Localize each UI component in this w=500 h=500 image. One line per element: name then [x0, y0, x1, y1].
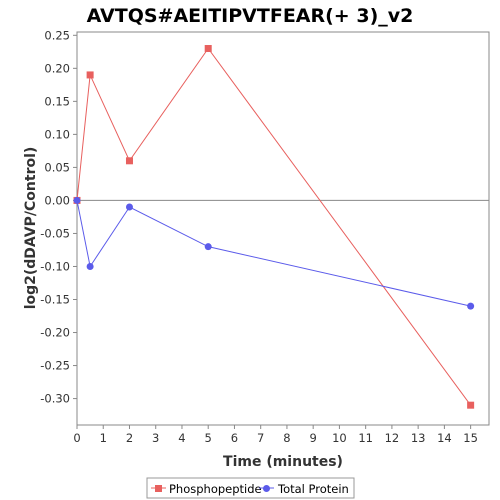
- x-axis: 0 1 2 3 4 5 6 7 8 9 10 11 12 13 14 15: [73, 425, 478, 445]
- x-tick-label: 0: [73, 431, 80, 445]
- y-tick-label: -0.10: [40, 259, 70, 273]
- data-point: [204, 243, 212, 251]
- x-tick-label: 10: [332, 431, 347, 445]
- x-tick-label: 7: [257, 431, 264, 445]
- data-point: [86, 71, 94, 79]
- x-axis-label: Time (minutes): [223, 454, 343, 470]
- data-point: [467, 302, 475, 310]
- series-layer: [73, 45, 475, 409]
- x-tick-label: 6: [231, 431, 238, 445]
- legend-marker-phospho: [155, 485, 162, 492]
- y-tick-label: -0.30: [40, 392, 70, 406]
- data-point: [73, 196, 81, 204]
- y-tick-label: 0.20: [44, 61, 70, 75]
- y-tick-label: 0.00: [44, 193, 70, 207]
- x-tick-label: 2: [126, 431, 133, 445]
- y-tick-label: -0.25: [40, 359, 70, 373]
- legend-box: [146, 477, 355, 499]
- y-tick-label: -0.20: [40, 326, 70, 340]
- y-axis-label: log2(dDAVP/Control): [23, 147, 39, 310]
- x-tick-label: 5: [205, 431, 212, 445]
- y-tick-label: 0.25: [44, 28, 70, 42]
- x-tick-label: 4: [178, 431, 185, 445]
- chart-title: AVTQS#AEITIPVTFEAR(+ 3)_v2: [87, 5, 414, 27]
- legend-marker-total: [263, 485, 270, 492]
- x-tick-label: 14: [437, 431, 452, 445]
- y-tick-label: -0.05: [40, 226, 70, 240]
- y-tick-label: 0.10: [44, 127, 70, 141]
- x-tick-label: 11: [358, 431, 373, 445]
- data-point: [125, 203, 133, 211]
- y-tick-label: -0.15: [40, 293, 70, 307]
- x-tick-label: 8: [283, 431, 290, 445]
- y-tick-label: 0.15: [44, 94, 70, 108]
- data-point: [204, 45, 212, 53]
- data-point: [125, 157, 133, 165]
- x-tick-label: 15: [463, 431, 478, 445]
- plot-area: [76, 31, 490, 426]
- legend-label-total: Total Protein: [277, 482, 349, 496]
- x-tick-label: 13: [411, 431, 426, 445]
- y-tick-label: 0.05: [44, 160, 70, 174]
- data-point: [467, 401, 475, 409]
- x-tick-label: 9: [310, 431, 317, 445]
- x-tick-label: 12: [385, 431, 400, 445]
- legend-label-phospho: Phosphopeptide: [169, 482, 262, 496]
- data-point: [86, 262, 94, 270]
- x-tick-label: 3: [152, 431, 159, 445]
- x-tick-label: 1: [100, 431, 107, 445]
- y-axis: 0.25 0.20 0.15 0.10 0.05 0.00 -0.05 -0.10 -0.15 -…: [40, 28, 77, 406]
- legend: Phosphopeptide Total Protein: [146, 477, 355, 499]
